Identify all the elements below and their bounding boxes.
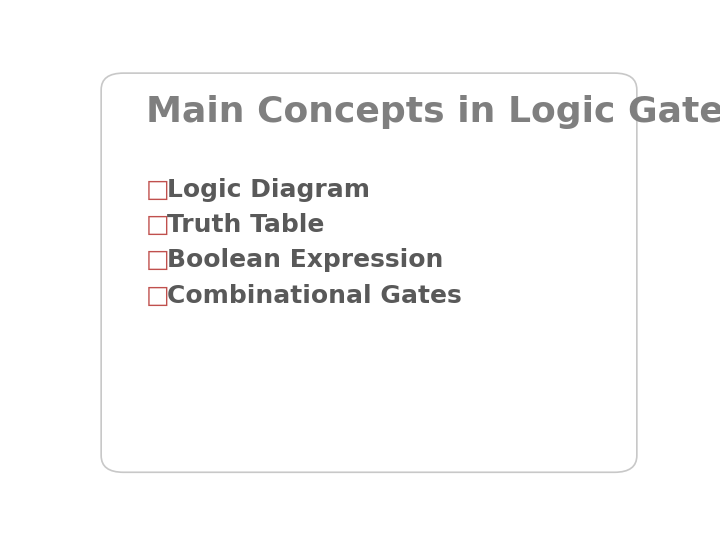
- Text: Main Concepts in Logic Gates: Main Concepts in Logic Gates: [145, 95, 720, 129]
- Text: □: □: [145, 248, 169, 272]
- Text: Truth Table: Truth Table: [167, 213, 325, 237]
- Text: □: □: [145, 213, 169, 237]
- Text: Boolean Expression: Boolean Expression: [167, 248, 444, 272]
- Text: □: □: [145, 178, 169, 201]
- Text: Logic Diagram: Logic Diagram: [167, 178, 370, 201]
- Text: □: □: [145, 284, 169, 308]
- Text: Combinational Gates: Combinational Gates: [167, 284, 462, 308]
- FancyBboxPatch shape: [101, 73, 637, 472]
